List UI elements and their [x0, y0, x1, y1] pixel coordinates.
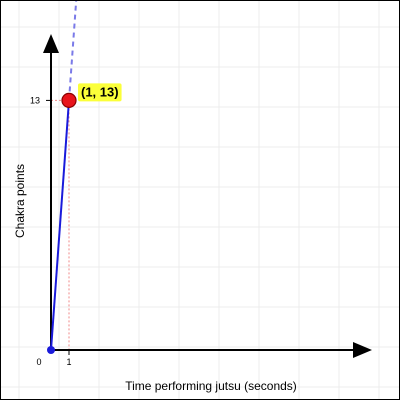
series-line	[50, 100, 70, 351]
point-label-background	[78, 83, 122, 102]
highlight-point	[61, 92, 77, 109]
origin-label: 0	[36, 357, 41, 367]
guide-lines	[51, 99, 70, 350]
series-extension-line	[68, 0, 78, 101]
x-axis-arrow	[353, 342, 372, 358]
ticks: 1 13	[30, 95, 72, 367]
origin-point	[47, 346, 55, 354]
x-axis-title: Time performing jutsu (seconds)	[125, 379, 297, 393]
y-tick-label: 13	[30, 95, 40, 105]
series	[50, 0, 78, 351]
point-label-text: (1, 13)	[81, 84, 119, 99]
axes	[43, 34, 372, 358]
y-axis-title: Chakra points	[13, 164, 27, 238]
point-label: (1, 13)	[78, 83, 122, 102]
y-axis-arrow	[43, 34, 59, 53]
points	[47, 92, 77, 354]
x-tick-label: 1	[66, 357, 71, 367]
